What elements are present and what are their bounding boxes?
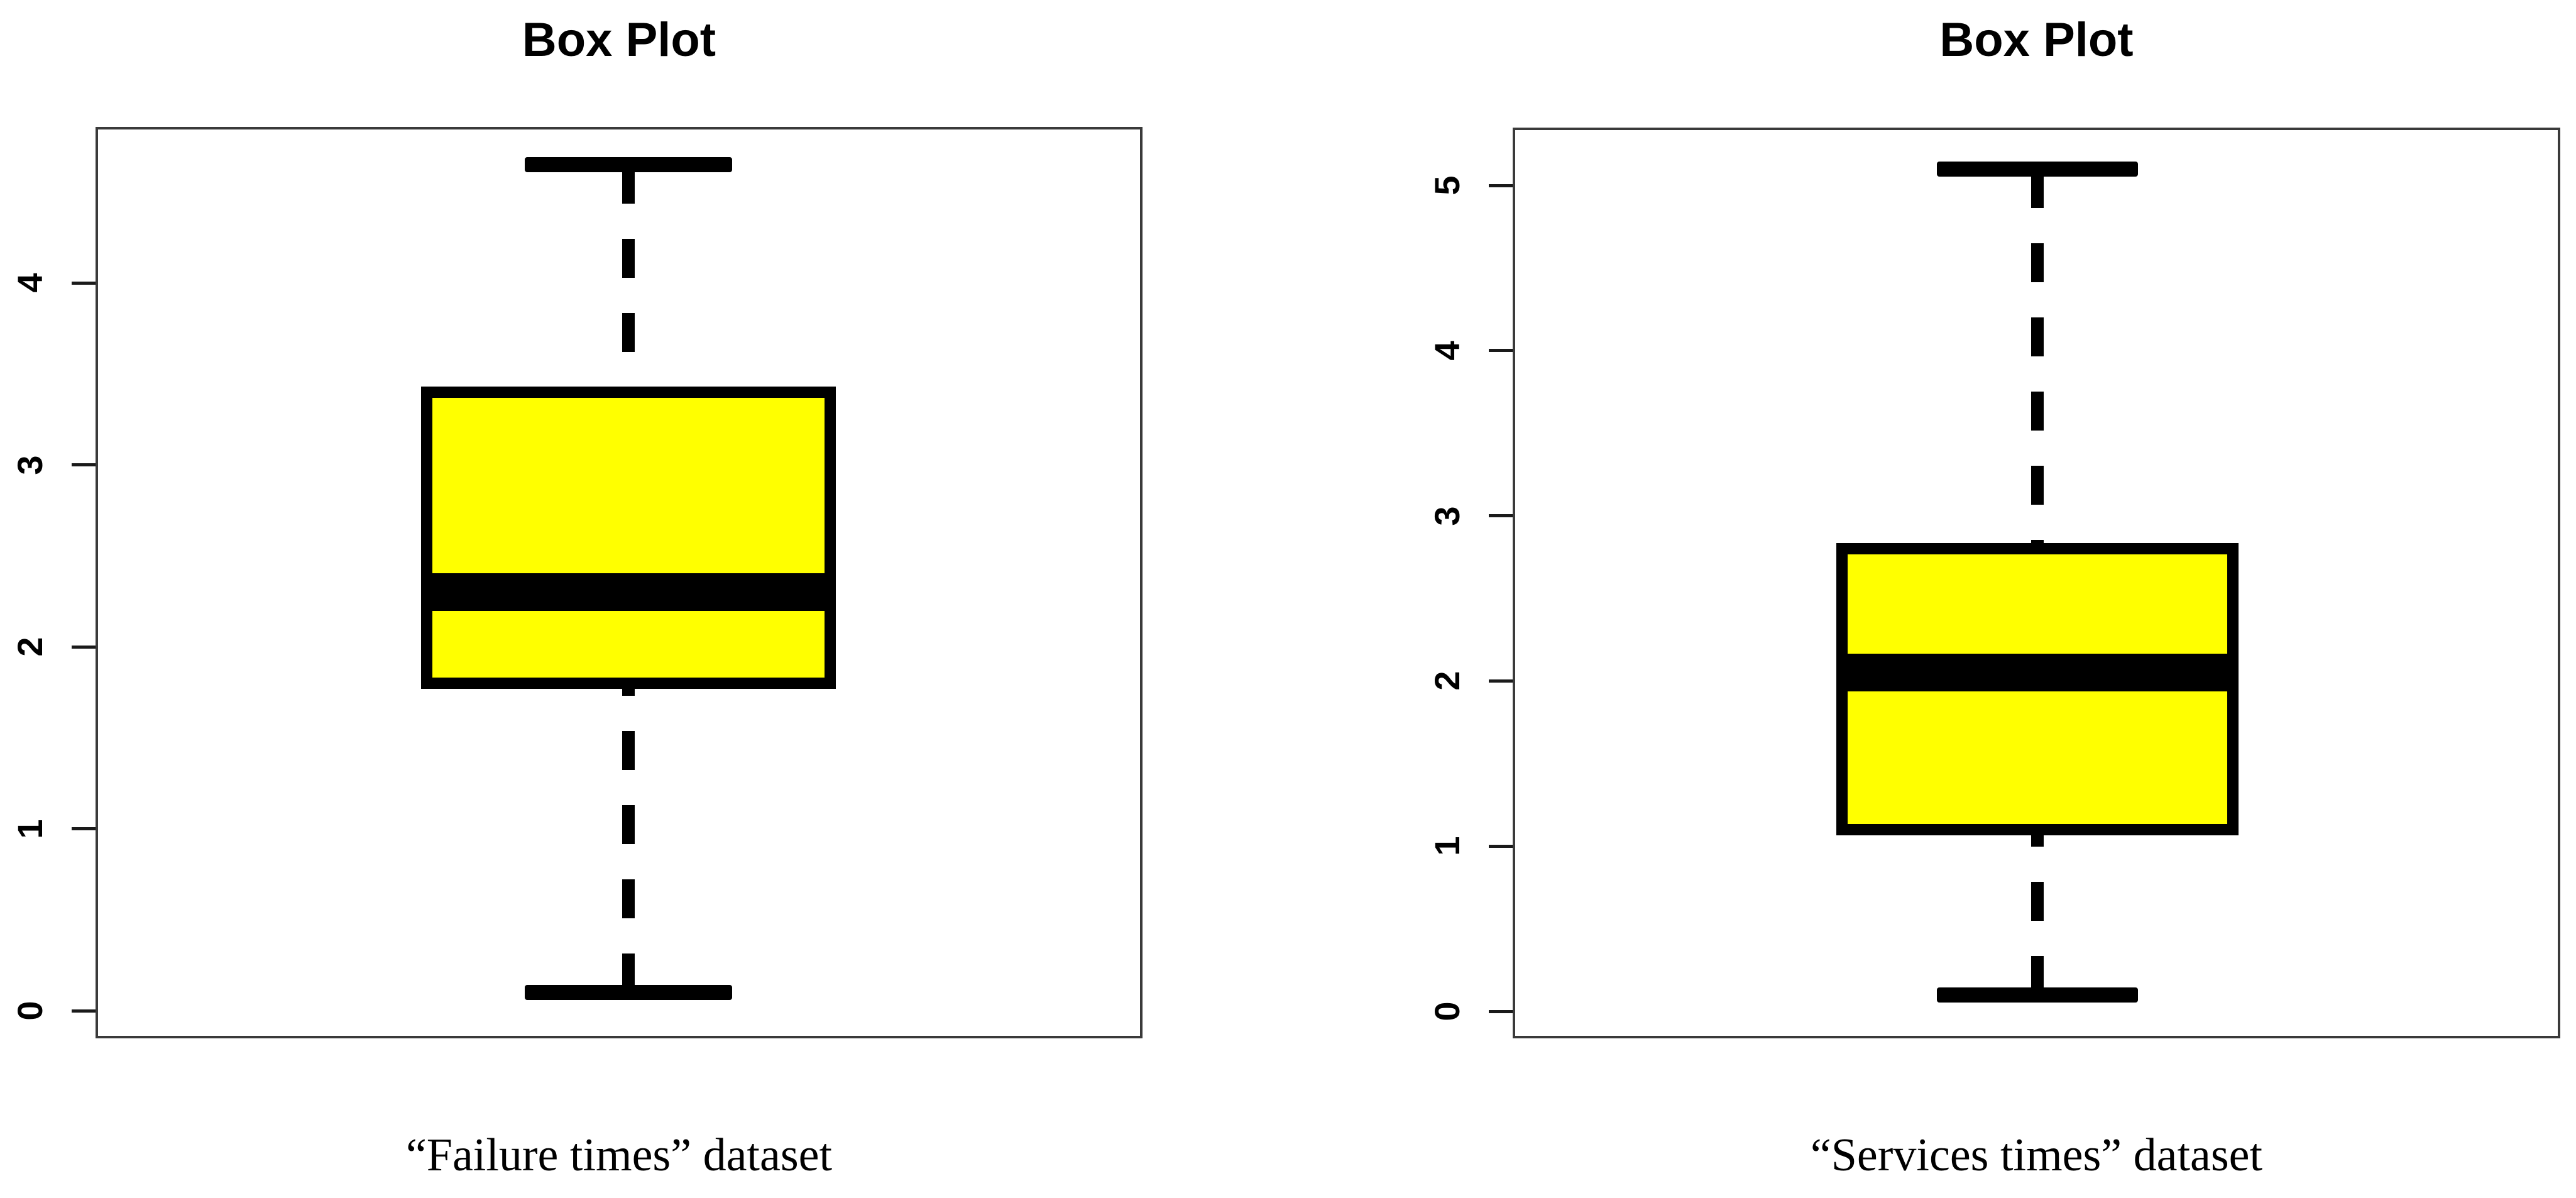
- lower-whisker-cap: [1937, 987, 2138, 1003]
- y-axis-tick: [72, 646, 96, 649]
- lower-whisker-cap: [525, 985, 732, 1000]
- upper-whisker-line: [2031, 169, 2044, 543]
- y-axis-tick-label: 3: [1427, 506, 1467, 526]
- lower-whisker-line: [2031, 835, 2044, 995]
- y-axis-tick-label: 4: [1427, 341, 1467, 361]
- y-axis-tick-label: 4: [9, 273, 50, 293]
- y-axis-tick: [1489, 845, 1513, 848]
- chart-caption: “Failure times” dataset: [405, 1129, 833, 1181]
- chart-title: Box Plot: [522, 13, 716, 67]
- y-axis-tick: [1489, 679, 1513, 683]
- median-line: [421, 573, 836, 611]
- y-axis-tick: [1489, 514, 1513, 517]
- y-axis-tick-label: 5: [1427, 175, 1467, 195]
- iqr-box: [421, 387, 836, 689]
- y-axis-tick-label: 0: [9, 1001, 50, 1021]
- y-axis-tick-label: 1: [9, 819, 50, 839]
- y-axis-tick: [72, 463, 96, 466]
- y-axis-tick-label: 0: [1427, 1001, 1467, 1021]
- chart-title: Box Plot: [1939, 13, 2134, 67]
- y-axis-tick: [1489, 349, 1513, 352]
- y-axis-tick: [1489, 1010, 1513, 1013]
- median-line: [1836, 654, 2239, 691]
- y-axis-tick: [1489, 184, 1513, 187]
- y-axis-tick-label: 2: [1427, 671, 1467, 691]
- y-axis-tick-label: 1: [1427, 836, 1467, 856]
- chart-caption: “Services times” dataset: [1810, 1129, 2263, 1181]
- lower-whisker-line: [622, 689, 635, 992]
- upper-whisker-cap: [525, 157, 732, 172]
- y-axis-tick: [72, 827, 96, 830]
- upper-whisker-cap: [1937, 162, 2138, 177]
- y-axis-tick-label: 2: [9, 637, 50, 657]
- upper-whisker-line: [622, 165, 635, 387]
- y-axis-tick: [72, 282, 96, 285]
- y-axis-tick: [72, 1009, 96, 1013]
- y-axis-tick-label: 3: [9, 455, 50, 475]
